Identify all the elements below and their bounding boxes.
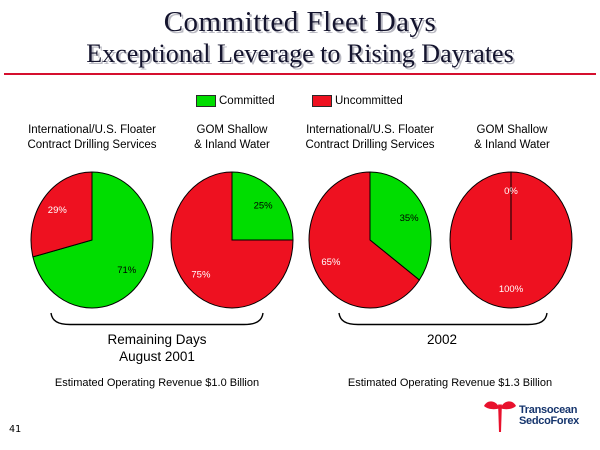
pie2-header-line1: GOM Shallow — [196, 124, 268, 136]
pie4-header-line2: & Inland Water — [474, 139, 550, 151]
group1-caption: Remaining Days August 2001 — [57, 331, 257, 365]
pie1-header-line2: Contract Drilling Services — [27, 139, 157, 151]
slide-title: Committed Fleet Days — [163, 6, 437, 38]
svg-text:25%: 25% — [254, 200, 274, 211]
svg-text:75%: 75% — [191, 270, 211, 281]
uncommitted-swatch — [312, 95, 332, 107]
pie3-header-line2: Contract Drilling Services — [305, 139, 435, 151]
pie-chart-gom-2002: 0% 100% — [449, 171, 573, 309]
pie4-header-line1: GOM Shallow — [476, 124, 548, 136]
transocean-logo-icon — [484, 401, 516, 432]
pie-chart-floater-2002: 35% 65% — [308, 171, 432, 309]
group1-caption-line2: August 2001 — [119, 349, 195, 364]
group2-revenue: Estimated Operating Revenue $1.3 Billion — [347, 377, 553, 389]
group-brace-left — [50, 312, 264, 326]
page-number: 41 — [9, 424, 22, 435]
pie3-header-line1: International/U.S. Floater — [306, 124, 434, 136]
pie-chart-floater-remaining: 71% 29% — [30, 171, 154, 309]
legend-item-committed: Committed — [196, 95, 275, 107]
pie1-header-line1: International/U.S. Floater — [28, 124, 156, 136]
pie3-header: International/U.S. Floater Contract Dril… — [290, 123, 450, 153]
logo-line2: SedcoForex — [519, 415, 579, 427]
svg-text:0%: 0% — [504, 186, 518, 197]
pie2-header: GOM Shallow & Inland Water — [152, 123, 312, 153]
title-divider — [4, 73, 596, 75]
company-logo: Transocean SedcoForex — [483, 398, 579, 434]
legend-label-committed: Committed — [219, 95, 275, 107]
svg-text:65%: 65% — [321, 257, 341, 268]
logo-line1: Transocean — [519, 403, 578, 416]
svg-text:35%: 35% — [400, 213, 420, 224]
slide-subtitle: Exceptional Leverage to Rising Dayrates — [86, 39, 514, 68]
pie-chart-gom-remaining: 25% 75% — [170, 171, 294, 309]
pie1-header: International/U.S. Floater Contract Dril… — [12, 123, 172, 153]
group2-caption-line1: 2002 — [426, 332, 458, 347]
pie4-header: GOM Shallow & Inland Water — [432, 123, 592, 153]
svg-text:100%: 100% — [499, 284, 524, 295]
group2-caption: 2002 — [342, 331, 542, 348]
legend-item-uncommitted: Uncommitted — [312, 95, 403, 107]
pie2-header-line2: & Inland Water — [194, 139, 270, 151]
svg-text:29%: 29% — [48, 205, 68, 216]
svg-text:71%: 71% — [117, 265, 137, 276]
legend-label-uncommitted: Uncommitted — [335, 95, 403, 107]
logo-text: Transocean SedcoForex — [519, 403, 579, 428]
group1-revenue: Estimated Operating Revenue $1.0 Billion — [54, 377, 260, 389]
group1-caption-line1: Remaining Days — [107, 332, 207, 347]
group-brace-right — [338, 312, 548, 326]
committed-swatch — [196, 95, 216, 107]
